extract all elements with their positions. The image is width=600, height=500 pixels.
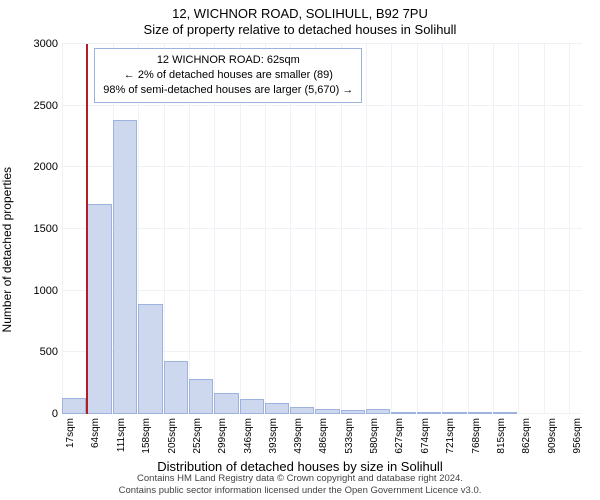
x-tick-label: 393sqm bbox=[268, 418, 279, 478]
histogram-bar bbox=[138, 304, 162, 414]
histogram-bar bbox=[341, 410, 365, 414]
y-tick-label: 1000 bbox=[24, 285, 58, 297]
y-tick-label: 500 bbox=[24, 346, 58, 358]
histogram-bar bbox=[265, 403, 289, 414]
grid-line-horizontal bbox=[62, 105, 582, 106]
histogram-bar bbox=[290, 407, 314, 414]
x-tick-label: 533sqm bbox=[344, 418, 355, 478]
x-tick-label: 956sqm bbox=[572, 418, 583, 478]
x-tick-label: 815sqm bbox=[496, 418, 507, 478]
info-line-3: 98% of semi-detached houses are larger (… bbox=[103, 83, 353, 98]
histogram-bar bbox=[468, 412, 492, 414]
x-tick-label: 674sqm bbox=[420, 418, 431, 478]
x-tick-label: 721sqm bbox=[445, 418, 456, 478]
y-tick-label: 3000 bbox=[24, 38, 58, 50]
y-axis-label: Number of detached properties bbox=[0, 0, 14, 500]
grid-line-vertical bbox=[468, 44, 469, 414]
grid-line-horizontal bbox=[62, 228, 582, 229]
histogram-bar bbox=[214, 393, 238, 414]
histogram-bar bbox=[164, 361, 188, 414]
x-tick-label: 627sqm bbox=[394, 418, 405, 478]
y-tick-label: 2500 bbox=[24, 100, 58, 112]
y-tick-label: 2000 bbox=[24, 161, 58, 173]
histogram-bar bbox=[113, 120, 137, 414]
grid-line-vertical bbox=[493, 44, 494, 414]
x-tick-label: 909sqm bbox=[547, 418, 558, 478]
info-line-2: ← 2% of detached houses are smaller (89) bbox=[103, 68, 353, 83]
histogram-bar bbox=[417, 412, 441, 414]
y-tick-label: 0 bbox=[24, 408, 58, 420]
histogram-bar bbox=[189, 379, 213, 414]
info-box: 12 WICHNOR ROAD: 62sqm ← 2% of detached … bbox=[94, 48, 362, 103]
x-tick-label: 768sqm bbox=[471, 418, 482, 478]
grid-line-vertical bbox=[366, 44, 367, 414]
x-tick-label: 205sqm bbox=[167, 418, 178, 478]
marker-line bbox=[86, 44, 88, 414]
histogram-bar bbox=[366, 409, 390, 414]
page-title: 12, WICHNOR ROAD, SOLIHULL, B92 7PU bbox=[0, 6, 600, 21]
y-tick-label: 1500 bbox=[24, 223, 58, 235]
grid-line-vertical bbox=[391, 44, 392, 414]
histogram-bar bbox=[442, 412, 466, 414]
histogram-bar bbox=[87, 204, 111, 414]
x-tick-label: 580sqm bbox=[369, 418, 380, 478]
histogram-bar bbox=[391, 412, 415, 414]
grid-line-vertical bbox=[417, 44, 418, 414]
chart: 05001000150020002500300017sqm64sqm111sqm… bbox=[62, 44, 582, 414]
grid-line-horizontal bbox=[62, 290, 582, 291]
histogram-bar bbox=[315, 409, 339, 414]
x-tick-label: 64sqm bbox=[90, 418, 101, 478]
grid-line-vertical bbox=[569, 44, 570, 414]
x-tick-label: 17sqm bbox=[65, 418, 76, 478]
x-tick-label: 486sqm bbox=[318, 418, 329, 478]
x-tick-label: 252sqm bbox=[192, 418, 203, 478]
subtitle: Size of property relative to detached ho… bbox=[0, 22, 600, 37]
x-tick-label: 158sqm bbox=[141, 418, 152, 478]
x-tick-label: 111sqm bbox=[116, 418, 127, 478]
histogram-bar bbox=[493, 412, 517, 414]
histogram-bar bbox=[62, 398, 86, 414]
grid-line-horizontal bbox=[62, 43, 582, 44]
grid-line-horizontal bbox=[62, 166, 582, 167]
x-tick-label: 862sqm bbox=[521, 418, 532, 478]
x-tick-label: 439sqm bbox=[293, 418, 304, 478]
x-tick-label: 299sqm bbox=[217, 418, 228, 478]
info-line-1: 12 WICHNOR ROAD: 62sqm bbox=[103, 53, 353, 68]
grid-line-vertical bbox=[442, 44, 443, 414]
grid-line-vertical bbox=[544, 44, 545, 414]
histogram-bar bbox=[240, 399, 264, 414]
grid-line-vertical bbox=[518, 44, 519, 414]
x-tick-label: 346sqm bbox=[243, 418, 254, 478]
footer-line-2: Contains public sector information licen… bbox=[119, 485, 482, 496]
grid-line-vertical bbox=[62, 44, 63, 414]
